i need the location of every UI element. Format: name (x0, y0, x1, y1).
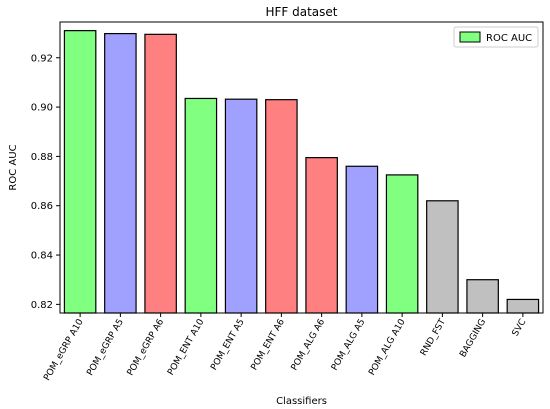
x-axis-label: Classifiers (276, 396, 327, 407)
legend-swatch (459, 31, 481, 43)
y-tick-label: 0.82 (31, 300, 53, 311)
x-tick-label: POM_eGRP A5 (85, 318, 126, 378)
x-tick-label: POM_ALG A10 (367, 317, 407, 377)
x-tick-label: POM_ENT A10 (166, 317, 206, 377)
bars-group (63, 30, 540, 314)
x-tick-label: POM_eGRP A10 (42, 317, 86, 382)
x-tick-label: RND_FST (419, 317, 448, 358)
y-tick-label: 0.86 (31, 201, 53, 212)
bar-pom-alg-a5 (345, 165, 379, 314)
bar-pom-egrp-a5 (104, 32, 137, 314)
x-tick-label: SVC (511, 318, 529, 339)
bar-pom-ent-a5 (224, 98, 258, 314)
bar-pom-ent-a10 (184, 97, 218, 314)
y-tick-label: 0.84 (31, 251, 53, 262)
bar-rnd-fst (426, 200, 459, 314)
legend-label: ROC AUC (486, 33, 532, 44)
bar-bagging (466, 279, 499, 314)
x-tick-label: POM_ALG A6 (290, 317, 328, 372)
x-tick-label: POM_eGRP A6 (126, 317, 167, 377)
bar-pom-alg-a6 (305, 157, 338, 314)
x-tick-label: POM_ENT A6 (250, 317, 288, 372)
x-ticks-group: POM_eGRP A10 POM_eGRP A5 POM_eGRP A6 POM_EN… (42, 313, 528, 383)
x-tick-label: BAGGING (458, 317, 488, 359)
bar-pom-ent-a6 (265, 99, 298, 314)
x-tick-label: POM_ALG A5 (330, 318, 367, 373)
y-ticks-group: 0.82 0.84 0.86 0.88 0.90 0.92 (31, 53, 60, 311)
y-tick-label: 0.90 (31, 103, 53, 114)
y-tick-label: 0.88 (31, 152, 53, 163)
bar-svc (506, 298, 540, 314)
bar-pom-egrp-a6 (144, 33, 177, 314)
bar-pom-egrp-a10 (63, 30, 97, 314)
plot-frame (59, 21, 544, 314)
bar-pom-alg-a10 (385, 174, 419, 314)
legend: ROC AUC (453, 26, 539, 48)
y-tick-label: 0.92 (31, 53, 53, 64)
chart-title: HFF dataset (265, 5, 337, 19)
y-axis-label: ROC AUC (8, 144, 19, 190)
x-tick-label: POM_ENT A5 (209, 318, 246, 373)
